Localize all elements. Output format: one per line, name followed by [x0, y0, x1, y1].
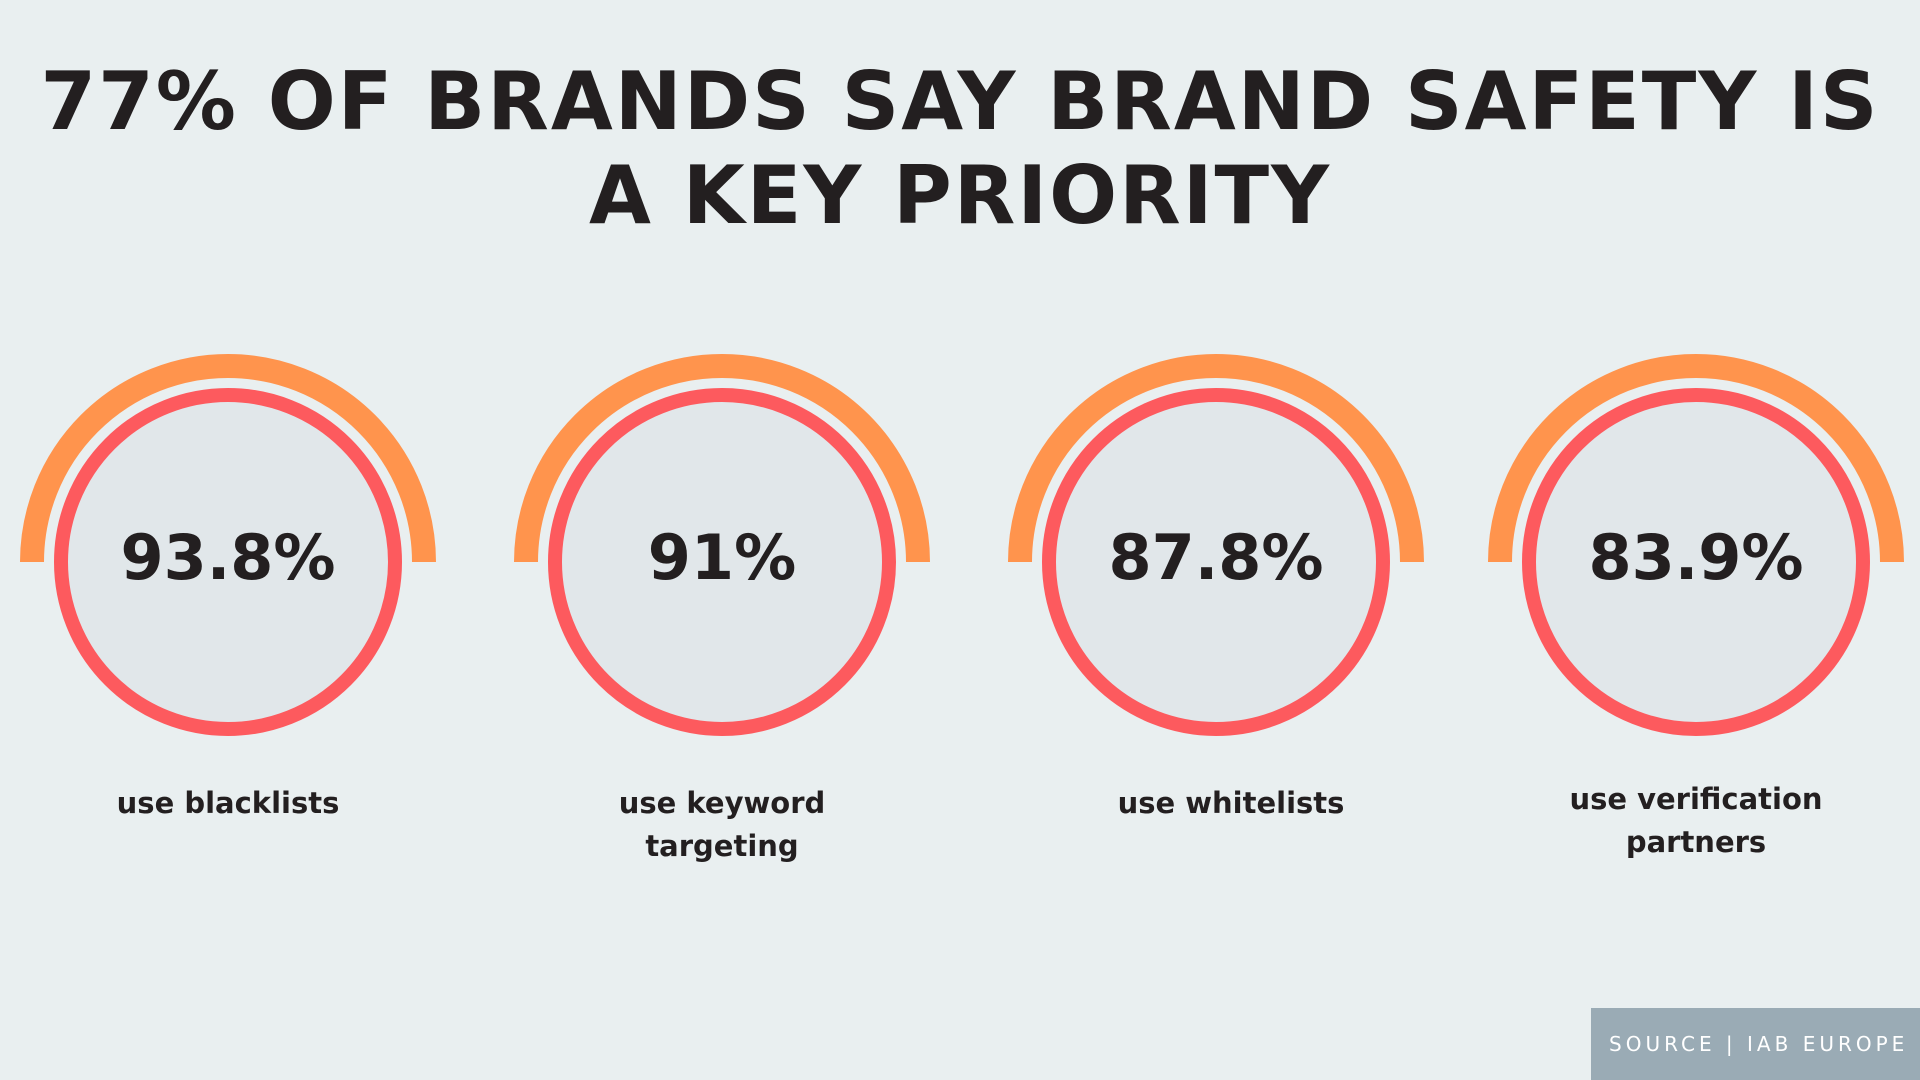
stat-gauge: [1488, 354, 1904, 736]
stat-gauge: [20, 354, 436, 736]
inner-ring: [548, 388, 896, 736]
source-label: SOURCE | IAB EUROPE: [1591, 1008, 1920, 1080]
stat-value: 93.8%: [120, 521, 336, 594]
stat-whitelists: 87.8% use whitelists: [996, 340, 1436, 860]
inner-ring: [1042, 388, 1390, 736]
outer-arc: [1488, 354, 1904, 563]
stat-label: use whitelists: [1117, 786, 1345, 820]
stat-verification-partners: 83.9% use verification partners: [1476, 340, 1916, 860]
stat-gauge: [514, 354, 930, 736]
stat-blacklists: 93.8% use blacklists: [8, 340, 448, 860]
stat-gauge: [1008, 354, 1424, 736]
inner-ring: [54, 388, 402, 736]
stat-label: use verification partners: [1569, 782, 1823, 859]
outer-arc: [1008, 354, 1424, 563]
stat-label: use blacklists: [116, 786, 340, 820]
outer-arc: [514, 354, 930, 563]
stat-value: 83.9%: [1588, 521, 1804, 594]
stat-keyword-targeting: 91% use keyword targeting: [502, 340, 942, 863]
stat-value: 91%: [647, 521, 797, 594]
page-title: 77% OF BRANDS SAY BRAND SAFETY IS A KEY …: [40, 55, 1880, 242]
outer-arc: [20, 354, 436, 563]
stat-value: 87.8%: [1108, 521, 1324, 594]
stat-label: use keyword targeting: [618, 786, 826, 863]
inner-ring: [1522, 388, 1870, 736]
